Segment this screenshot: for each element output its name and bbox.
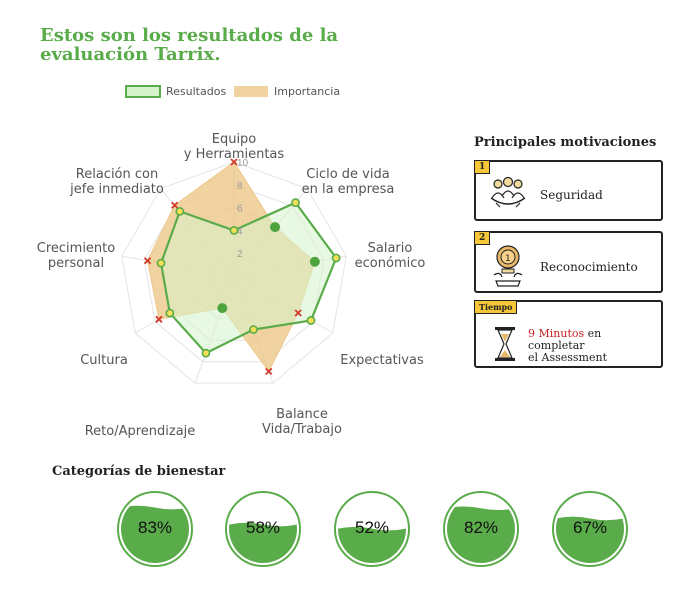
motivation-label-1: Seguridad: [540, 188, 603, 202]
resultados-point-3: [306, 316, 316, 325]
axis-label-6-0: Cultura: [80, 353, 128, 368]
wellbeing-gauge-2: 52%: [334, 491, 410, 567]
legend-label-importancia: Importancia: [274, 85, 340, 98]
legend-swatch-importancia: [234, 86, 268, 97]
gauge-label: 58%: [245, 518, 281, 537]
importancia-point-8: [171, 201, 179, 209]
time-text-line2: el Assessment: [528, 351, 608, 364]
gauge-fill: [121, 505, 189, 563]
axis-label-2-1: económico: [355, 256, 426, 271]
motivation-card-2: 2 1 Reconocimiento: [474, 231, 663, 293]
axis-label-4-0: Balance: [276, 407, 328, 422]
resultados-point-2: [331, 253, 341, 263]
resultados-point-8: [175, 206, 185, 216]
tick-label-2: 6: [237, 204, 243, 215]
motivation-label-2: Reconocimiento: [540, 260, 638, 274]
gauge-label: 52%: [354, 518, 390, 537]
wellbeing-gauge-3: 82%: [443, 491, 519, 567]
motivations-title: Principales motivaciones: [474, 135, 657, 150]
resultados-point-6: [165, 308, 175, 318]
importancia-point-6: [155, 315, 163, 323]
tick-label-1: 4: [237, 226, 243, 237]
axis-label-0-1: y Herramientas: [184, 147, 285, 162]
axis-label-1-1: en la empresa: [302, 182, 395, 197]
axis-label-8-0: Relación con: [76, 167, 158, 182]
rank-badge-2: 2: [474, 231, 491, 245]
axis-label-8-1: jefe inmediato: [69, 182, 164, 197]
wellbeing-gauge-0: 83%: [117, 491, 193, 567]
axis-label-4-1: Vida/Trabajo: [262, 422, 342, 437]
gauge-fill: [556, 516, 624, 563]
axis-label-5-0: Reto/Aprendizaje: [85, 424, 196, 439]
importancia-point-4: [265, 367, 273, 375]
gauge-fill: [338, 526, 406, 563]
resultados-point-1: [291, 198, 300, 208]
time-text: 9 Minutos en completar el Assessment: [528, 328, 661, 364]
axis-label-3-0: Expectativas: [340, 353, 424, 368]
motivation-card-1: 1 Seguridad: [474, 160, 663, 221]
time-text-line1: en completar: [528, 327, 602, 352]
rank-badge-1: 1: [474, 160, 491, 174]
importancia-point-0: [230, 158, 238, 166]
tick-label-0: 2: [237, 249, 243, 260]
highlight-point-0: [270, 222, 281, 233]
tick-label-4: 10: [237, 158, 249, 169]
time-value: 9 Minutos: [528, 327, 585, 340]
people-icon: [490, 176, 526, 208]
time-card: Tiempo 9 Minutos en completar el Assessm…: [474, 300, 663, 368]
svg-text:1: 1: [505, 254, 511, 264]
legend-label-resultados: Resultados: [166, 85, 226, 98]
wellbeing-title: Categorías de bienestar: [52, 464, 226, 479]
highlight-point-2: [217, 303, 228, 314]
series-resultados-area: [159, 201, 338, 355]
tick-label-3: 8: [237, 181, 243, 192]
gauge-label: 82%: [463, 518, 499, 537]
highlight-point-1: [309, 256, 320, 267]
hourglass-icon: [495, 327, 515, 361]
axis-label-1-0: Ciclo de vida: [306, 167, 389, 182]
importancia-point-7: [143, 257, 152, 265]
resultados-point-7: [156, 258, 166, 268]
time-badge: Tiempo: [474, 300, 518, 314]
axis-label-0-0: Equipo: [212, 132, 257, 147]
page-title: Estos son los resultados de la evaluació…: [40, 25, 339, 65]
axis-label-7-1: personal: [48, 256, 104, 271]
gauge-label: 67%: [572, 518, 608, 537]
resultados-point-5: [201, 348, 211, 358]
legend-swatch-resultados: [125, 85, 161, 98]
wellbeing-gauge-1: 58%: [225, 491, 301, 567]
trophy-icon: 1: [493, 245, 523, 287]
axis-label-2-0: Salario: [368, 241, 413, 256]
gauge-fill: [447, 506, 515, 563]
gauge-label: 83%: [137, 518, 173, 537]
gauge-fill: [229, 522, 297, 563]
resultados-point-0: [229, 225, 239, 235]
resultados-point-4: [249, 325, 258, 334]
axis-label-7-0: Crecimiento: [37, 241, 116, 256]
wellbeing-gauge-4: 67%: [552, 491, 628, 567]
importancia-point-3: [294, 309, 302, 317]
grid-ring-4: [121, 161, 347, 384]
